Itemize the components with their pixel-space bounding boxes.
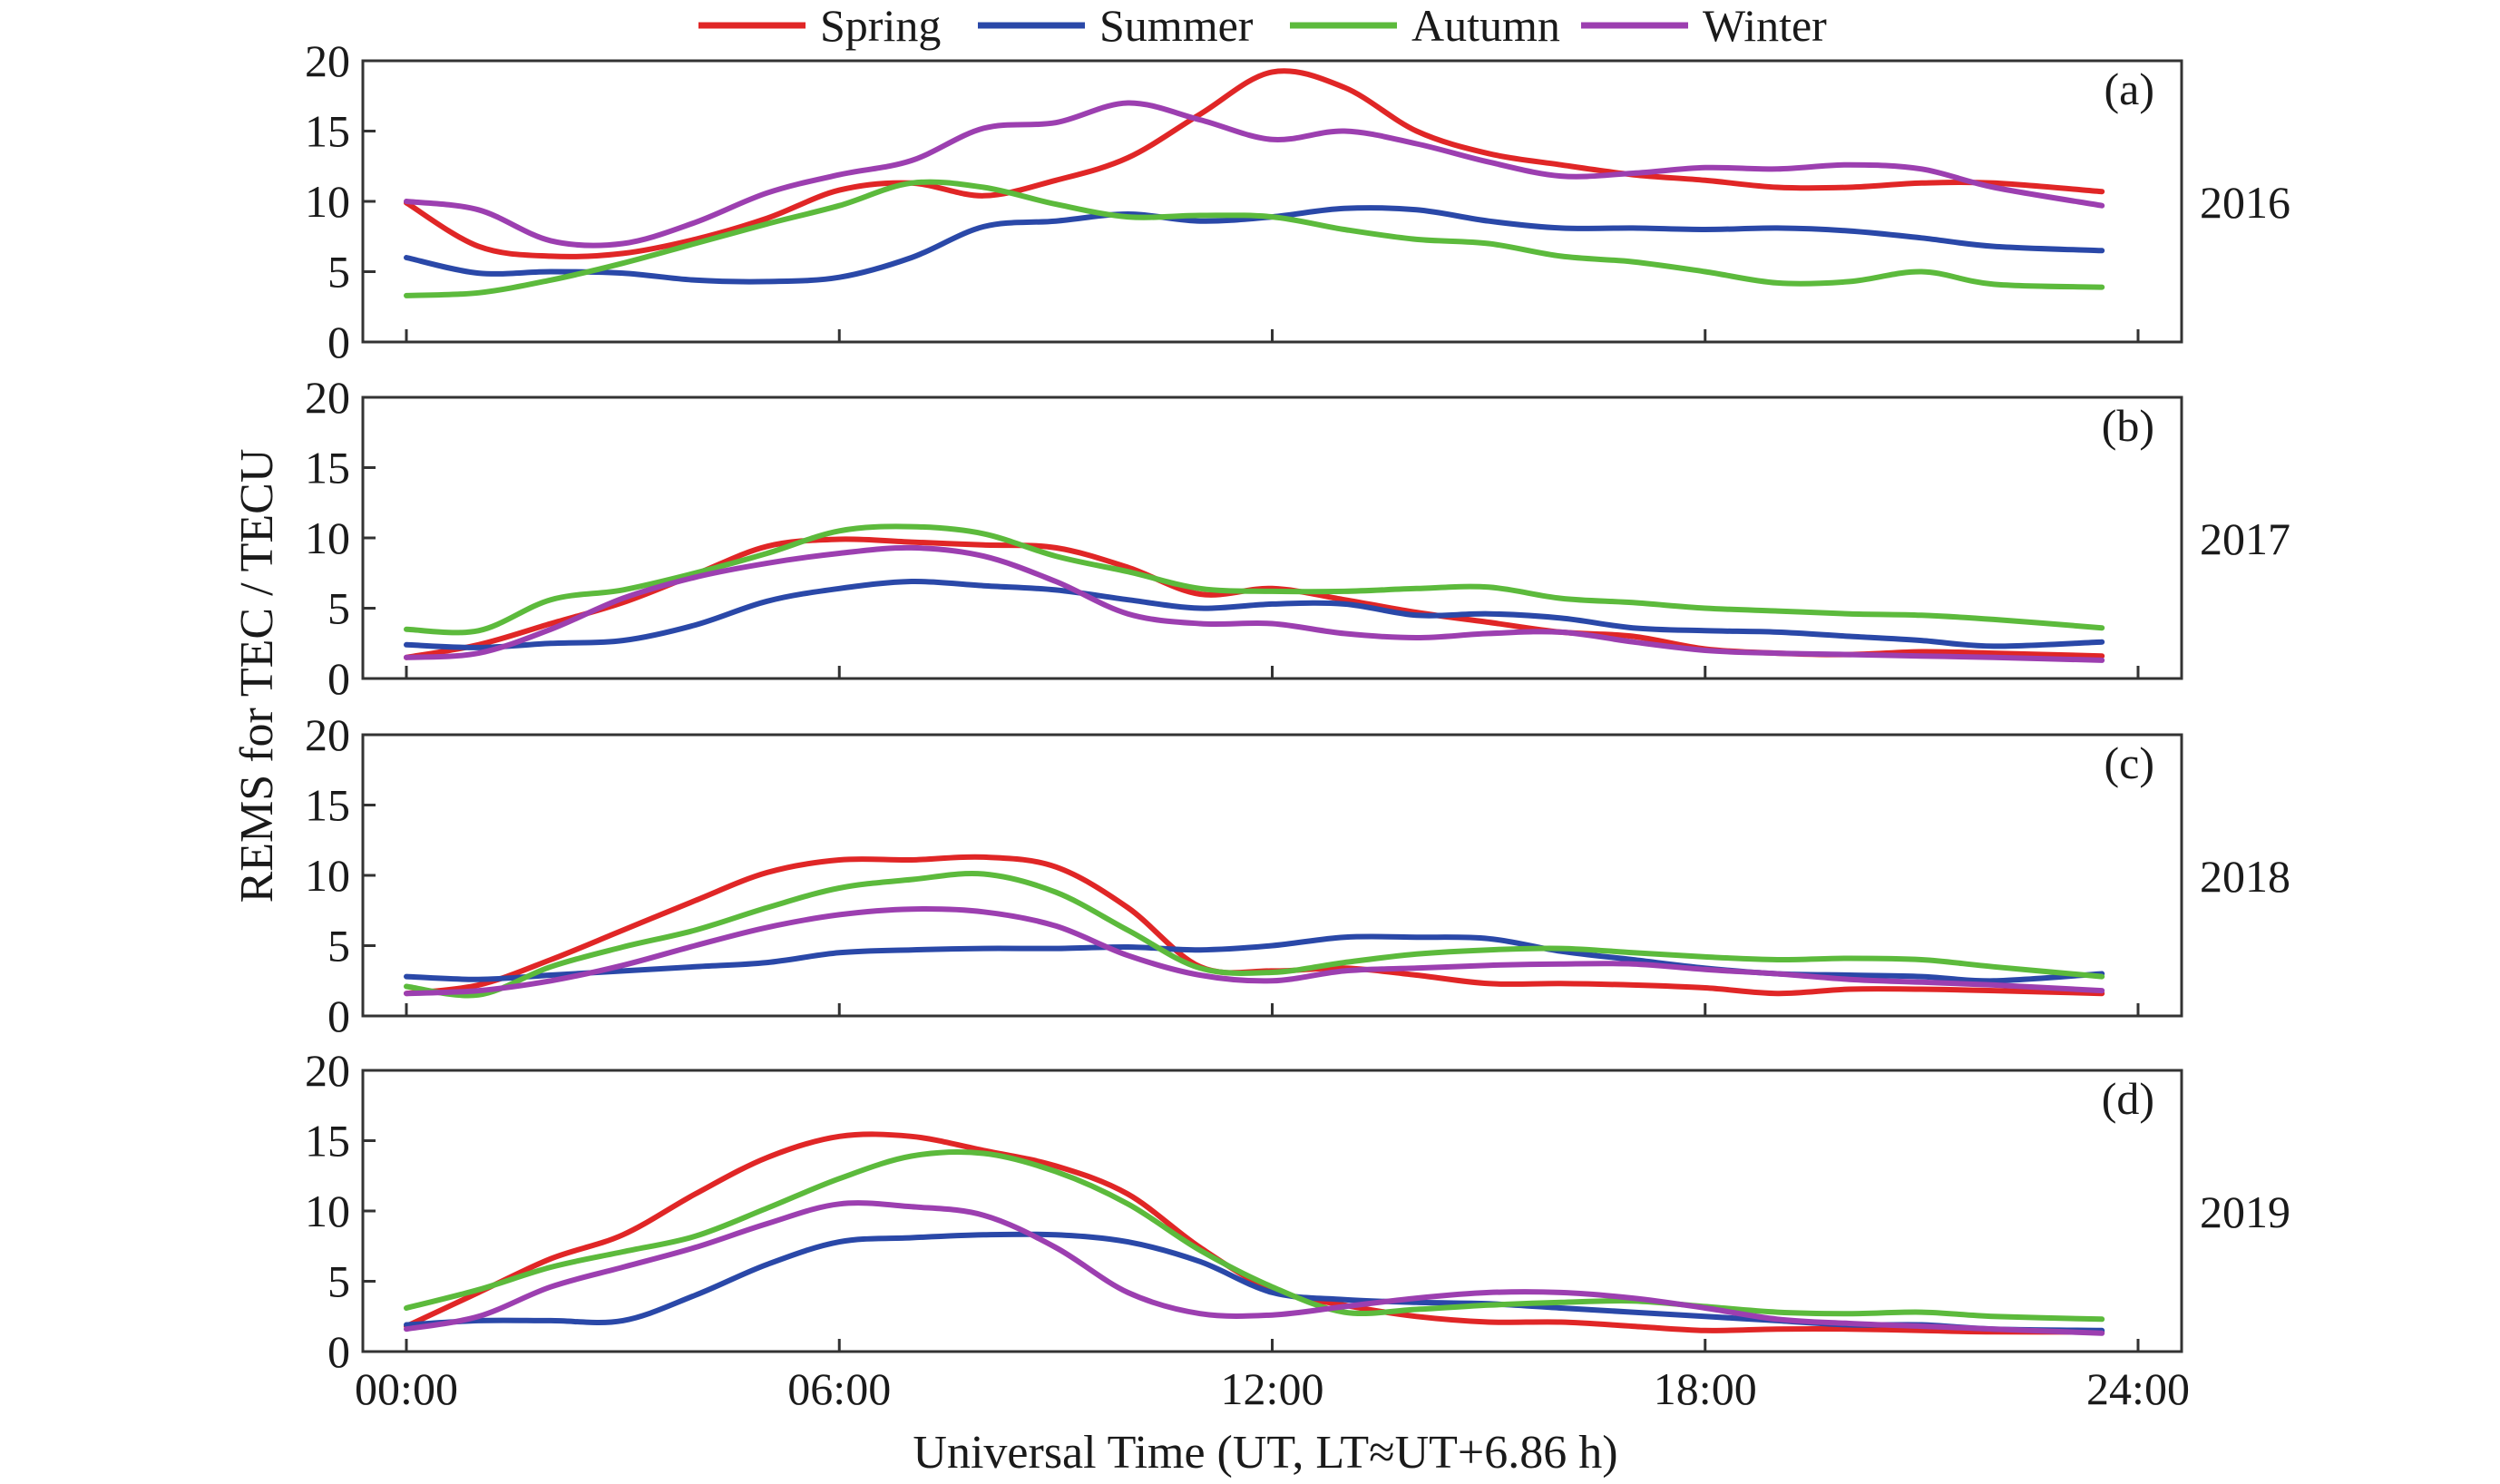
y-tick-label: 5 [327,583,350,634]
y-tick-label: 0 [327,991,350,1041]
series-line-summer [404,578,2105,650]
panel-tag: (b) [2102,400,2154,451]
y-tick-label: 15 [305,780,350,831]
plot-frame [361,1069,2183,1353]
legend-label-spring: Spring [820,0,941,51]
series-line-autumn [404,1148,2105,1323]
y-tick-label: 5 [327,247,350,298]
y-tick-label: 5 [327,1256,350,1307]
series-line-winter [404,544,2105,663]
x-tick-label: 12:00 [1221,1363,1324,1414]
legend-entry-spring: Spring [698,0,941,51]
x-tick-label: 24:00 [2086,1363,2190,1414]
year-label: 2018 [2200,851,2290,902]
legend-entry-autumn: Autumn [1290,0,1560,51]
series-line-winter [404,100,2105,249]
panels: 0 5 10 15 20 (a) 2016 0 5 10 15 20 (b) 2017 0 5 10 15 20 (c… [305,35,2290,1414]
x-axis-title: Universal Time (UT, LT≈UT+6.86 h) [913,1427,1617,1479]
legend-entry-summer: Summer [978,0,1254,51]
plot-frame [361,59,2183,344]
legend-label-summer: Summer [1099,0,1254,51]
series-line-summer [404,205,2105,285]
year-label: 2019 [2200,1186,2290,1237]
y-tick-label: 20 [305,372,350,423]
y-tick-label: 15 [305,106,350,157]
legend: Spring Summer Autumn Winter [698,0,1827,51]
y-tick-label: 0 [327,653,350,704]
y-tick-label: 10 [305,850,350,901]
panel-tag: (c) [2104,737,2155,788]
panel-1: 0 5 10 15 20 (a) 2016 [305,35,2290,367]
y-tick-label: 20 [305,35,350,86]
x-tick-label: 18:00 [1654,1363,1757,1414]
x-tick-label: 00:00 [355,1363,458,1414]
year-label: 2016 [2200,177,2290,228]
y-tick-label: 0 [327,1326,350,1377]
series-line-autumn [404,523,2105,636]
series-line-winter [404,906,2105,997]
y-tick-label: 10 [305,176,350,227]
y-tick-label: 20 [305,709,350,760]
series-line-spring [404,536,2105,660]
legend-entry-winter: Winter [1581,0,1827,51]
legend-label-winter: Winter [1703,0,1827,51]
series-line-spring [404,1131,2105,1335]
y-tick-label: 5 [327,921,350,971]
series-line-winter [404,1200,2105,1336]
legend-label-autumn: Autumn [1411,0,1560,51]
y-tick-label: 15 [305,1116,350,1167]
series-line-autumn [404,179,2105,298]
series-line-autumn [404,870,2105,999]
panel-tag: (d) [2102,1073,2154,1124]
panel-2: 0 5 10 15 20 (b) 2017 [305,372,2290,704]
panel-tag: (a) [2104,63,2155,114]
x-tick-label: 06:00 [787,1363,891,1414]
y-tick-label: 10 [305,513,350,563]
y-tick-label: 0 [327,317,350,367]
series-line-spring [404,68,2105,259]
y-tick-label: 20 [305,1045,350,1096]
y-tick-label: 10 [305,1186,350,1236]
year-label: 2017 [2200,513,2290,564]
y-axis-title: REMS for TEC / TECU [231,449,283,903]
panel-4: 0 5 10 15 20 (d) 2019 [305,1045,2290,1377]
y-tick-label: 15 [305,443,350,493]
panel-3: 0 5 10 15 20 (c) 2018 [305,709,2290,1041]
